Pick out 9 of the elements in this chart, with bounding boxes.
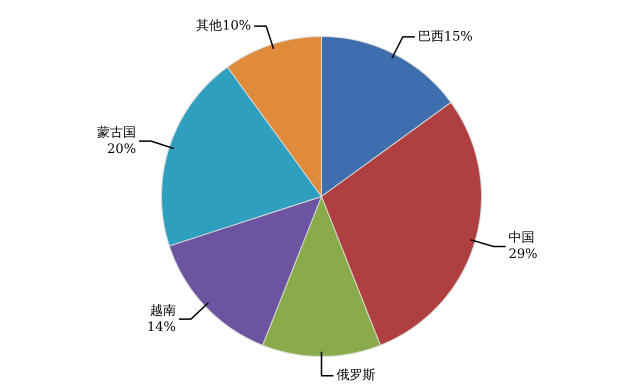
slice-label: 越南 [150,303,176,318]
slice-label: 蒙古国 [97,125,136,140]
data-label: 14% [146,320,176,335]
slice-label: 其他10% [196,18,252,34]
slice-label: 巴西15% [418,29,473,44]
data-label: 29% [508,247,538,262]
slice-label: 俄罗斯 [336,368,376,384]
slice-label: 中国 [508,230,535,246]
data-label: 20% [107,142,136,157]
